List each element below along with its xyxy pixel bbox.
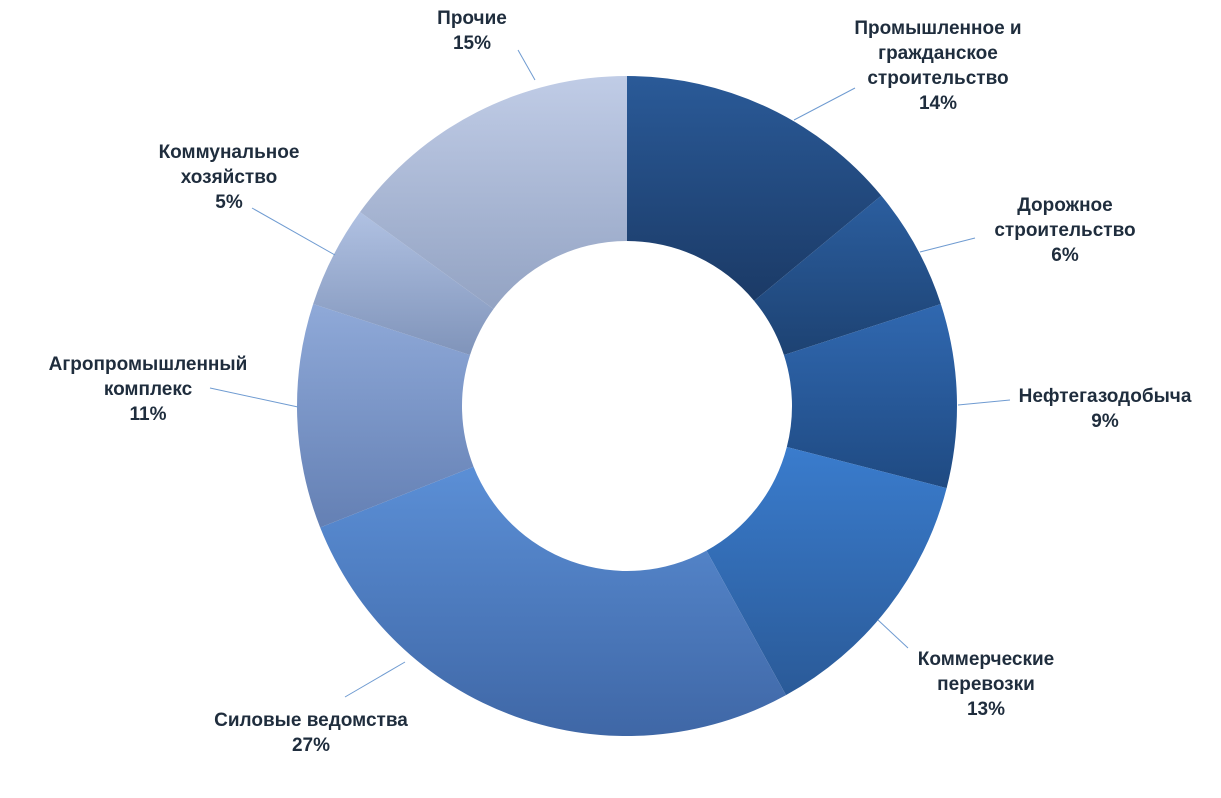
leader-line-3 [877,619,909,649]
slice-name-line-7-0: Прочие [437,8,507,29]
labels-group: Промышленное и гражданское строительство 14… [49,8,1192,756]
slice-name-line-6-0: Коммунальное [159,142,300,163]
slice-label-1: Дорожное строительство 6% [994,195,1135,266]
slice-label-7: Прочие 15% [437,8,507,54]
leader-line-7 [517,49,536,81]
slice-3 [706,447,947,696]
leader-line-1 [919,237,976,253]
slice-2 [783,304,957,489]
slice-label-2: Нефтегазодобыча 9% [1019,386,1192,432]
leader-line-5 [209,387,299,408]
leader-line-6 [251,207,336,256]
slice-5 [296,304,474,528]
slice-7 [360,76,627,310]
slice-4 [320,466,786,736]
slice-value-label-5: 11% [130,404,167,425]
slice-name-line-3-1: перевозки [937,674,1035,695]
slice-name-line-5-0: Агропромышленный [49,354,248,375]
slice-value-label-6: 5% [215,192,243,213]
slice-name-line-0-0: Промышленное и [854,18,1021,39]
slice-label-6: Коммунальное хозяйство 5% [159,142,300,213]
slice-label-5: Агропромышленный комплекс 11% [49,354,248,425]
slice-name-line-0-1: гражданское [878,43,998,64]
slice-name-line-6-1: хозяйство [181,167,278,188]
slice-name-line-2-0: Нефтегазодобыча [1019,386,1192,407]
slice-value-label-0: 14% [919,93,957,114]
slice-name-line-4-0: Силовые ведомства [214,710,408,731]
leader-line-2 [957,399,1011,406]
slice-1 [754,195,941,356]
slice-label-4: Силовые ведомства 27% [214,710,408,756]
slices-group [296,76,957,736]
slice-name-line-1-0: Дорожное [1017,195,1112,216]
slice-value-label-4: 27% [292,735,330,756]
slice-value-label-7: 15% [453,33,491,54]
slice-name-line-0-2: строительство [867,68,1008,89]
leader-lines-group [209,49,1011,698]
slice-name-line-5-1: комплекс [104,379,193,400]
slice-value-label-3: 13% [967,699,1005,720]
slice-value-label-2: 9% [1091,411,1119,432]
slice-name-line-1-1: строительство [994,220,1135,241]
leader-line-4 [344,661,406,698]
leader-line-0 [793,87,856,121]
slice-label-3: Коммерческие перевозки 13% [918,649,1054,720]
slice-name-line-3-0: Коммерческие [918,649,1054,670]
slice-0 [627,76,882,301]
slice-label-0: Промышленное и гражданское строительство 14… [854,18,1021,114]
slice-value-label-1: 6% [1051,245,1079,266]
slice-6 [313,212,494,356]
